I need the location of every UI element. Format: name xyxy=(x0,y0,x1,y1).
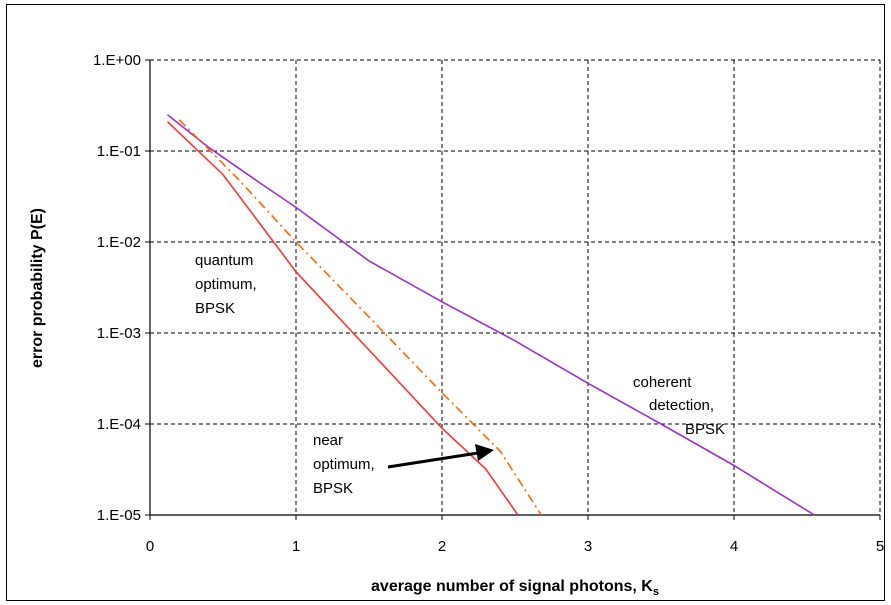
arrow-head xyxy=(475,444,494,461)
x-tick-label: 4 xyxy=(730,538,738,555)
y-tick-label: 1.E-02 xyxy=(97,234,141,251)
grid xyxy=(145,59,881,520)
near-optimum-arrow xyxy=(387,444,494,469)
series-line-near xyxy=(178,119,542,516)
y-tick-label: 1.E-05 xyxy=(97,507,141,524)
y-tick-label: 1.E-04 xyxy=(97,416,141,433)
x-axis-title-subscript: s xyxy=(653,586,659,598)
x-axis-title: average number of signal photons, Ks xyxy=(371,578,659,598)
annotation-quantum: optimum, xyxy=(195,276,257,293)
x-tick-labels: 0 1 2 3 4 5 xyxy=(146,538,884,555)
series-line-quantum xyxy=(166,121,519,516)
annotation-near: near xyxy=(313,432,343,449)
x-tick-label: 2 xyxy=(438,538,446,555)
annotation-coherent: BPSK xyxy=(685,421,725,438)
x-tick-label: 5 xyxy=(876,538,884,555)
y-axis-title: error probability P(E) xyxy=(29,208,46,368)
annotation-quantum: BPSK xyxy=(195,300,235,317)
y-tick-label: 1.E+00 xyxy=(93,52,141,69)
arrow-shaft xyxy=(387,451,479,469)
series-line-coherent xyxy=(167,114,815,516)
plot-area xyxy=(150,60,880,515)
annotation-coherent: detection, xyxy=(649,397,714,414)
annotation-near: optimum, xyxy=(313,456,375,473)
annotation-quantum: quantum xyxy=(195,252,253,269)
x-tick-label: 1 xyxy=(292,538,300,555)
y-tick-labels: 1.E-05 1.E-04 1.E-03 1.E-02 1.E-01 1.E+00 xyxy=(93,52,141,524)
y-tick-label: 1.E-01 xyxy=(97,143,141,160)
annotation-near: BPSK xyxy=(313,480,353,497)
annotation-coherent: coherent xyxy=(633,374,692,391)
x-tick-label: 3 xyxy=(584,538,592,555)
series-layer xyxy=(166,114,815,516)
x-tick-label: 0 xyxy=(146,538,154,555)
annotations: quantum optimum, BPSK coherent detection, BPS… xyxy=(195,252,725,497)
y-tick-label: 1.E-03 xyxy=(97,325,141,342)
